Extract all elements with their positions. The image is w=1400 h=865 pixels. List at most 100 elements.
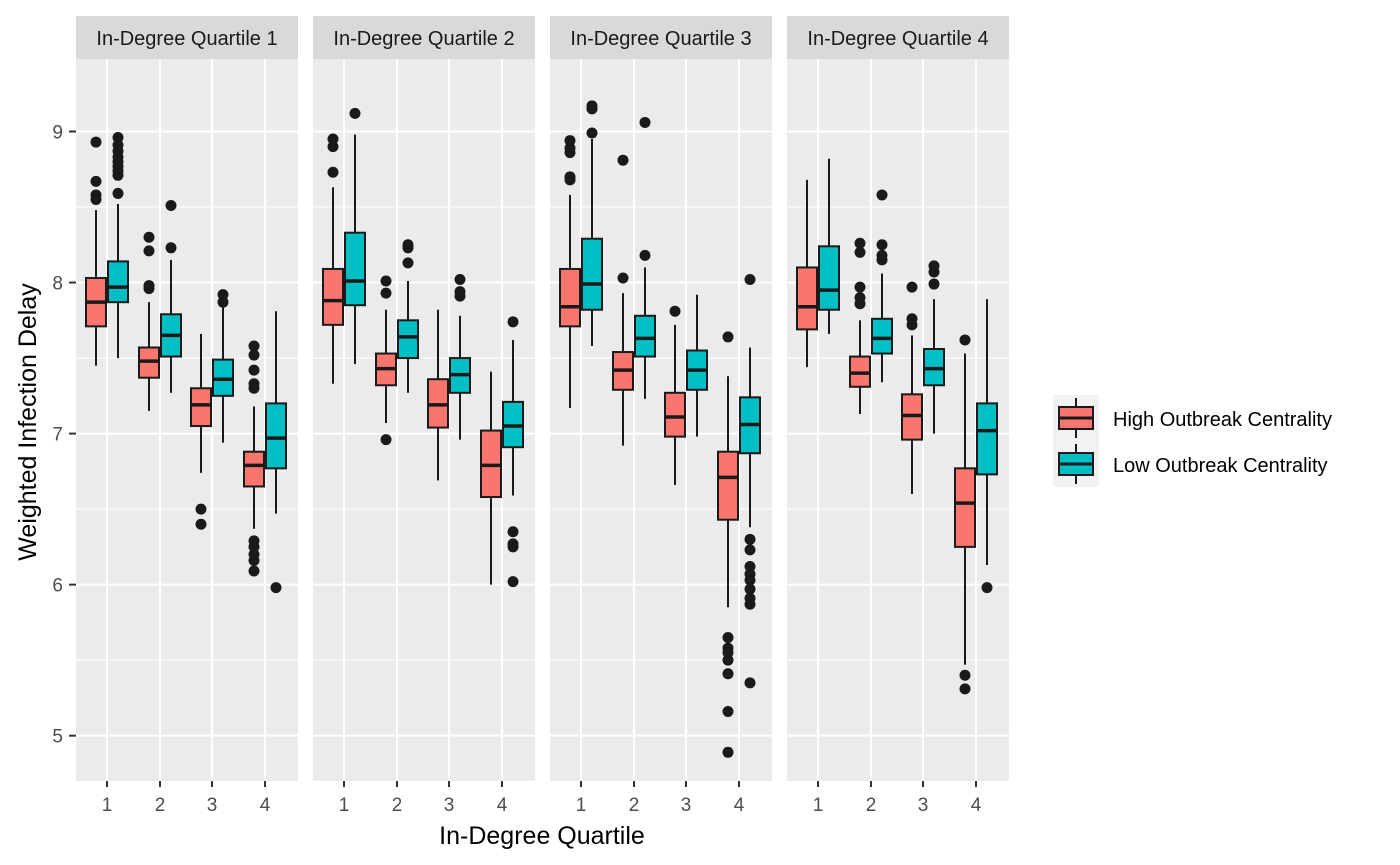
outlier-point [722, 668, 734, 680]
outlier-point [165, 242, 177, 254]
box-low-centrality [449, 274, 471, 440]
outlier-point [327, 133, 339, 145]
box-high-centrality [664, 305, 686, 485]
outlier-point [165, 200, 177, 212]
box-high-centrality [559, 135, 581, 408]
outlier-point [248, 340, 260, 352]
outlier-point [617, 272, 629, 284]
x-tick-label: 3 [207, 795, 218, 816]
box-high-centrality [243, 340, 265, 577]
outlier-point [564, 171, 576, 183]
x-tick-label: 2 [866, 795, 877, 816]
outlier-point [112, 139, 124, 151]
outlier-point [90, 189, 102, 201]
legend-label: High Outbreak Centrality [1113, 409, 1332, 431]
outlier-point [195, 518, 207, 530]
outlier-point [876, 239, 888, 251]
outlier-point [270, 582, 282, 594]
iqr-box [818, 245, 840, 311]
iqr-box [634, 314, 656, 358]
legend: High Outbreak Centrality Low Outbreak Cen… [1053, 395, 1332, 487]
box-high-centrality [480, 371, 502, 585]
outlier-point [959, 334, 971, 346]
iqr-box [954, 467, 976, 548]
outlier-point [327, 141, 339, 153]
legend-label: Low Outbreak Centrality [1113, 455, 1328, 477]
outlier-point [639, 249, 651, 261]
box-low-centrality [818, 158, 840, 334]
facet-panel: In-Degree Quartile 4 1 2 3 4 [787, 16, 1009, 816]
facet-strip-label: In-Degree Quartile 1 [96, 28, 277, 50]
outlier-point [959, 683, 971, 695]
outlier-point [217, 296, 229, 308]
y-tick-label: 9 [52, 123, 63, 144]
box-high-centrality [796, 179, 818, 368]
outlier-point [876, 189, 888, 201]
outlier-point [248, 565, 260, 577]
facet-panels: In-Degree Quartile 11 2 3 4In-Degree Quarti… [52, 16, 1009, 816]
outlier-point [112, 132, 124, 144]
outlier-point [722, 642, 734, 654]
box-low-centrality [686, 294, 708, 437]
outlier-point [854, 246, 866, 258]
iqr-box [796, 266, 818, 331]
outlier-point [744, 592, 756, 604]
outlier-point [248, 535, 260, 547]
outlier-point [248, 349, 260, 361]
iqr-box [107, 260, 129, 304]
outlier-point [195, 503, 207, 515]
x-tick-label: 1 [576, 795, 587, 816]
outlier-point [722, 706, 734, 718]
outlier-point [722, 632, 734, 644]
outlier-point [90, 136, 102, 148]
facet-panel: In-Degree Quartile 2 1 2 3 4 [313, 16, 535, 816]
panel-background [313, 59, 535, 781]
y-axis-title: Weighted Infection Delay [14, 283, 42, 561]
box-low-centrality [634, 116, 656, 399]
iqr-box [322, 267, 344, 326]
outlier-point [402, 257, 414, 269]
x-tick-label: 1 [102, 795, 113, 816]
box-high-centrality [138, 231, 160, 411]
iqr-box [976, 402, 998, 476]
box-high-centrality [612, 154, 634, 446]
outlier-point [854, 237, 866, 249]
outlier-point [876, 249, 888, 261]
box-low-centrality [160, 200, 182, 393]
box-low-centrality [976, 299, 998, 594]
box-high-centrality [717, 331, 739, 758]
outlier-point [564, 135, 576, 147]
outlier-point [380, 275, 392, 287]
facet-strip [787, 16, 1009, 59]
outlier-point [722, 654, 734, 666]
y-tick-label: 6 [52, 576, 63, 597]
outlier-point [744, 533, 756, 545]
box-high-centrality [954, 334, 976, 695]
outlier-point [669, 305, 681, 317]
outlier-point [327, 166, 339, 178]
x-tick-label: 2 [155, 795, 166, 816]
iqr-box [344, 231, 366, 307]
x-tick-label: 4 [260, 795, 271, 816]
outlier-point [586, 100, 598, 112]
outlier-point [564, 142, 576, 154]
box-high-centrality [85, 136, 107, 366]
outlier-point [981, 582, 993, 594]
outlier-point [722, 746, 734, 758]
x-tick-label: 1 [339, 795, 350, 816]
iqr-box [190, 387, 212, 428]
facet-strip-label: In-Degree Quartile 4 [807, 28, 988, 50]
x-tick-label: 3 [681, 795, 692, 816]
y-tick-label: 8 [52, 274, 63, 295]
facet-strip [313, 16, 535, 59]
x-tick-label: 2 [392, 795, 403, 816]
iqr-box [397, 319, 419, 360]
outlier-point [90, 175, 102, 187]
outlier-point [507, 316, 519, 328]
facet-panel: In-Degree Quartile 1 1 2 3 4 [76, 16, 298, 816]
facet-strip-label: In-Degree Quartile 2 [333, 28, 514, 50]
iqr-box [265, 402, 287, 470]
x-tick-label: 4 [497, 795, 508, 816]
box-low-centrality [923, 260, 945, 434]
iqr-box [581, 237, 603, 311]
